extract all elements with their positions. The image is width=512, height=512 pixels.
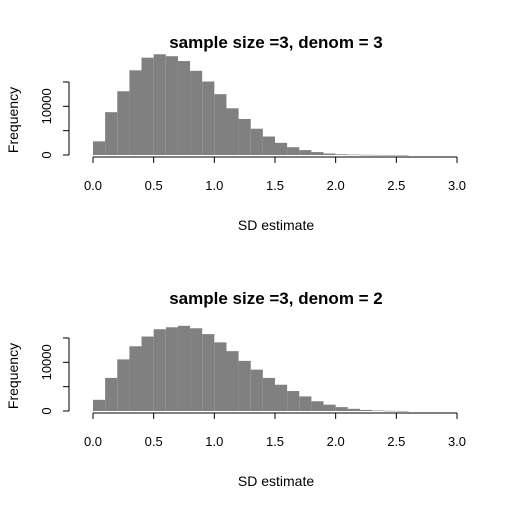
histogram-bar (238, 360, 251, 411)
bar-group (93, 54, 409, 156)
histogram-bar (93, 399, 106, 411)
histogram-bar (359, 409, 373, 411)
histogram-bar (165, 56, 178, 155)
histogram-bar (214, 342, 227, 411)
chart-title: sample size =3, denom = 2 (169, 289, 383, 308)
histogram-bar (153, 54, 166, 156)
histogram-bar (299, 396, 312, 411)
histogram-bar (93, 141, 106, 155)
y-tick-label: 0 (39, 407, 54, 414)
x-axis-label: SD estimate (238, 217, 314, 233)
x-axis-label: SD estimate (238, 473, 314, 489)
y-ticks: 0 10000 (39, 81, 69, 159)
x-tick-label: 1.0 (205, 434, 223, 449)
histogram-bar (335, 154, 348, 155)
histogram-bar (165, 327, 178, 411)
y-tick-label: 10000 (39, 344, 54, 380)
x-tick-label: 0.0 (84, 178, 102, 193)
histogram-bar (384, 154, 397, 156)
histogram-bar (311, 401, 324, 411)
histogram-panel-2: sample size =3, denom = 2 0.0 0.5 1.0 1.5 2.… (5, 289, 466, 489)
x-ticks: 0.0 0.5 1.0 1.5 2.0 2.5 3.0 (84, 157, 466, 193)
y-ticks: 0 10000 (39, 337, 69, 415)
x-tick-label: 0.0 (84, 434, 102, 449)
x-ticks: 0.0 0.5 1.0 1.5 2.0 2.5 3.0 (84, 413, 466, 449)
histogram-bar (177, 325, 191, 411)
histogram-bar (226, 108, 239, 155)
y-tick-label: 0 (39, 151, 54, 158)
histogram-bar (202, 334, 215, 411)
histogram-bar (359, 154, 373, 156)
histogram-bar (287, 147, 300, 155)
histogram-bar (335, 407, 348, 411)
histogram-bar (323, 404, 336, 411)
x-tick-label: 2.5 (387, 178, 405, 193)
histogram-bar (299, 150, 312, 155)
histogram-bar (117, 359, 130, 411)
histogram-bar (141, 57, 154, 155)
x-tick-label: 2.5 (387, 434, 405, 449)
x-tick-label: 0.5 (145, 434, 163, 449)
x-tick-label: 1.5 (266, 434, 284, 449)
x-tick-label: 2.0 (327, 434, 345, 449)
x-tick-label: 1.0 (205, 178, 223, 193)
histogram-panel-1: sample size =3, denom = 3 0.0 0.5 1.0 1.5 2.… (5, 33, 466, 233)
histogram-bar (311, 152, 324, 155)
histogram-bar (396, 410, 409, 412)
bar-group (93, 325, 409, 412)
histogram-bar (275, 384, 288, 411)
histogram-bar (384, 410, 397, 412)
x-tick-label: 2.0 (327, 178, 345, 193)
histogram-bar (372, 410, 385, 412)
y-axis-label: Frequency (5, 343, 21, 409)
x-tick-label: 0.5 (145, 178, 163, 193)
histogram-bar (262, 377, 275, 411)
histogram-bar (190, 70, 203, 155)
histogram-bar (105, 377, 118, 411)
x-tick-label: 3.0 (448, 434, 466, 449)
histogram-bar (250, 369, 263, 411)
histogram-bar (250, 128, 263, 155)
histogram-bar (190, 328, 203, 411)
histogram-bar (396, 154, 409, 156)
histogram-bar (177, 61, 191, 155)
histogram-bar (202, 81, 215, 155)
histogram-bar (141, 336, 154, 411)
histogram-bar (347, 154, 360, 156)
histogram-bar (105, 112, 118, 155)
histogram-bar (323, 153, 336, 155)
histogram-bar (117, 91, 130, 155)
x-tick-label: 1.5 (266, 178, 284, 193)
histogram-bar (287, 391, 300, 411)
x-tick-label: 3.0 (448, 178, 466, 193)
histogram-bar (347, 408, 360, 411)
chart-title: sample size =3, denom = 3 (169, 33, 383, 52)
histogram-bar (129, 346, 142, 411)
histogram-bar (129, 70, 142, 155)
histogram-bar (372, 154, 385, 156)
y-axis-label: Frequency (5, 87, 21, 153)
histogram-bar (214, 94, 227, 155)
histogram-bar (238, 118, 251, 155)
histogram-bar (226, 351, 239, 411)
histogram-bar (153, 329, 166, 411)
histogram-bar (275, 142, 288, 155)
y-tick-label: 10000 (39, 88, 54, 124)
histogram-bar (262, 136, 275, 155)
